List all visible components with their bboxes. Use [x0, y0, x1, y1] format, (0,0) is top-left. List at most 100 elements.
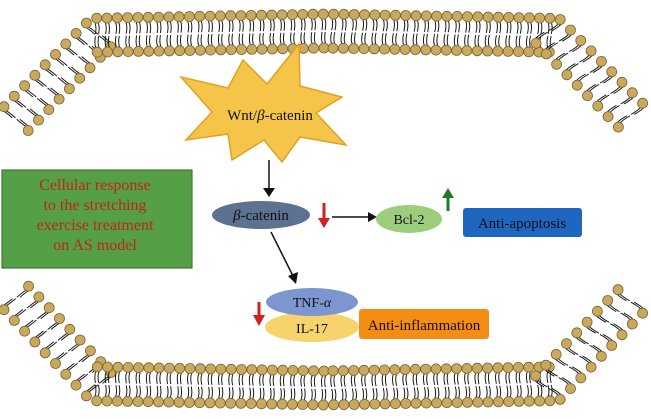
lipid-tail	[138, 35, 141, 47]
lipid-tail	[331, 18, 334, 31]
lipid-head	[379, 43, 390, 55]
lipid-head	[389, 43, 401, 55]
lipid-tail	[321, 388, 324, 401]
lipid-tail	[252, 374, 254, 386]
lipid-head	[0, 101, 10, 113]
lipid-tail	[197, 21, 200, 33]
lipid-head	[194, 397, 206, 409]
lipid-tail	[269, 374, 272, 387]
lipid-tail	[118, 35, 120, 48]
lipid-head	[596, 350, 607, 362]
lipid-head	[43, 104, 55, 115]
lipid-tail	[505, 372, 508, 384]
lipid-head	[389, 9, 401, 21]
lipid-head	[225, 44, 237, 56]
lipid-head	[204, 397, 216, 409]
lipid-tail	[145, 35, 148, 47]
lipid-head	[482, 11, 494, 23]
lipid-head	[194, 10, 206, 22]
lipid-tail	[351, 388, 354, 400]
lipid-tail	[156, 385, 159, 398]
lipid-tail	[159, 34, 162, 47]
lipid-head	[440, 44, 452, 56]
lipid-tail	[272, 387, 275, 400]
response-line-3: exercise treatment	[37, 217, 154, 234]
lipid-tail	[515, 372, 518, 384]
lipid-tail	[118, 385, 121, 397]
lipid-tail	[477, 34, 480, 46]
lipid-tail	[125, 22, 128, 34]
lipid-tail	[115, 385, 118, 397]
lipid-tail	[382, 387, 385, 400]
lipid-head	[266, 43, 278, 55]
lipid-head	[132, 12, 144, 23]
lipid-tail	[443, 373, 446, 385]
lipid-head	[91, 12, 103, 24]
lipid-tail	[238, 374, 241, 386]
lipid-tail	[313, 32, 316, 44]
lipid-tail	[465, 21, 468, 33]
lipid-tail	[495, 372, 497, 384]
lipid-tail	[300, 388, 303, 400]
response-box: Cellular response to the stretching exer…	[1, 169, 193, 269]
lipid-tail	[107, 371, 110, 384]
lipid-head	[328, 8, 340, 20]
lipid-tail	[290, 32, 292, 44]
lipid-head	[204, 10, 216, 22]
lipid-tail	[149, 22, 152, 34]
lipid-tail	[529, 372, 532, 384]
bcl2-node: Bcl-2	[376, 205, 442, 233]
lipid-tail	[300, 19, 303, 31]
lipid-head	[523, 12, 535, 24]
lipid-tail	[282, 375, 285, 387]
lipid-head	[327, 365, 339, 377]
lipid-tail	[238, 33, 241, 45]
lipid-head	[596, 56, 607, 67]
lipid-head	[102, 361, 113, 373]
lipid-tail	[272, 32, 275, 45]
lipid-head	[613, 121, 624, 133]
lipid-tail	[231, 20, 234, 32]
lipid-head	[70, 379, 82, 391]
lipid-tail	[249, 387, 251, 399]
lipid-head	[471, 45, 483, 57]
lipid-head	[472, 11, 484, 23]
lipid-tail	[362, 19, 365, 31]
lipid-tail	[197, 34, 200, 46]
lipid-tail	[334, 18, 337, 31]
lipid-head	[163, 11, 175, 23]
lipid-head	[235, 10, 247, 22]
lipid-tail	[453, 373, 456, 385]
lipid-head	[163, 362, 175, 374]
lipid-head	[389, 398, 401, 410]
lipid-tail	[467, 34, 470, 46]
lipid-tail	[262, 19, 265, 32]
lipid-head	[60, 38, 72, 50]
lipid-head	[245, 398, 257, 410]
lipid-head	[287, 364, 299, 376]
lipid-head	[369, 398, 381, 410]
lipid-tail	[210, 373, 213, 385]
bcl2-up-arrow	[442, 188, 454, 211]
lipid-tail	[412, 33, 415, 45]
lipid-tail	[525, 372, 528, 384]
lipid-head	[359, 9, 370, 21]
lipid-head	[612, 284, 624, 296]
lipid-head	[153, 45, 165, 57]
lipid-tail	[375, 387, 378, 400]
lipid-tail	[547, 22, 550, 35]
lipid-head	[431, 397, 443, 409]
lipid-head	[585, 361, 597, 373]
antiapoptosis-node: Anti-apoptosis	[463, 208, 582, 237]
lipid-head	[153, 11, 164, 23]
lipid-tail	[324, 18, 327, 31]
lipid-tail	[499, 22, 502, 34]
lipid-tail	[506, 385, 509, 397]
lipid-head	[337, 42, 349, 54]
lipid-tail	[259, 33, 261, 45]
lipid-tail	[488, 21, 491, 34]
lipid-tail	[97, 36, 100, 48]
lipid-tail	[333, 375, 336, 387]
lipid-tail	[310, 32, 313, 44]
lipid-tail	[231, 33, 234, 45]
